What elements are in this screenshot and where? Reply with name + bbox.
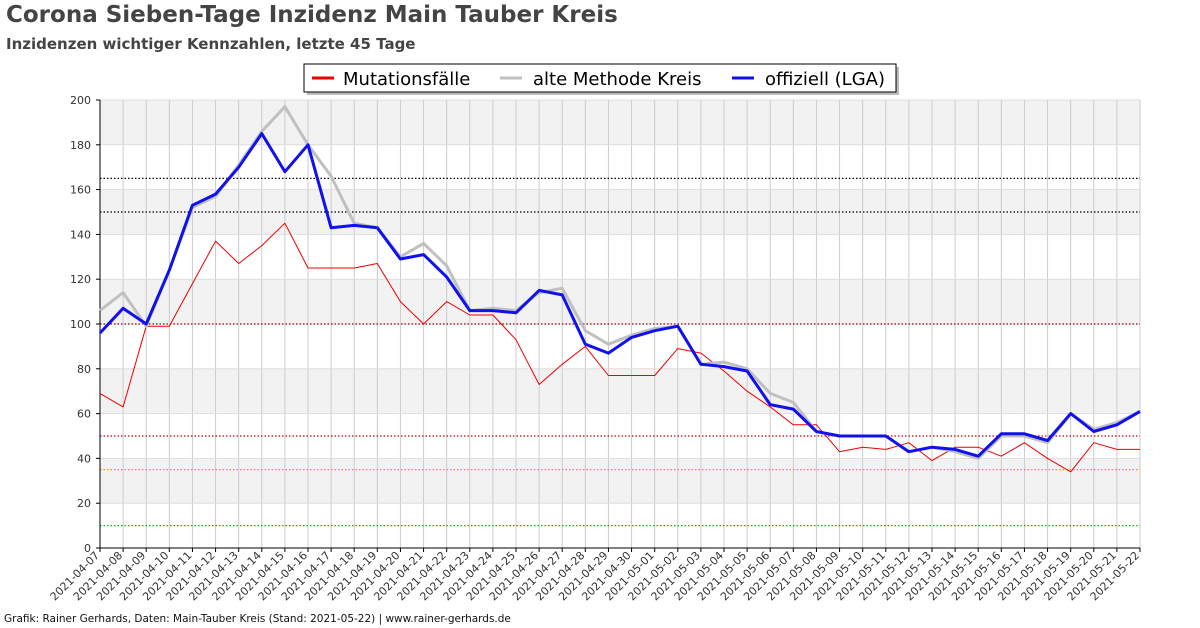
series-line [99,105,1141,460]
y-tick-label: 60 [77,408,91,421]
chart-title: Corona Sieben-Tage Inzidenz Main Tauber … [6,2,618,28]
series-line [99,222,1140,473]
grid-band [100,100,1140,145]
grid-band [100,189,1140,235]
chart-subtitle: Inzidenzen wichtiger Kennzahlen, letzte … [6,35,416,53]
y-tick-label: 120 [70,273,91,286]
y-tick-label: 180 [70,139,91,152]
legend-label: alte Methode Kreis [533,69,701,90]
legend [303,63,897,93]
y-tick-label: 140 [70,228,91,241]
y-tick-label: 160 [70,184,91,197]
y-tick-label: 80 [77,363,91,376]
grid-band [100,368,1140,414]
y-tick-label: 20 [77,497,91,510]
legend-label: Mutationsfälle [343,69,470,90]
y-tick-label: 100 [70,318,91,331]
y-tick-label: 40 [77,452,91,465]
legend-label: offiziell (LGA) [765,69,885,90]
grid-band [100,458,1140,504]
chart-footer: Grafik: Rainer Gerhards, Daten: Main-Tau… [4,613,511,625]
y-tick-label: 200 [70,94,91,107]
series-line [98,132,1141,458]
grid-band [100,279,1140,324]
y-tick-label: 0 [84,542,91,555]
